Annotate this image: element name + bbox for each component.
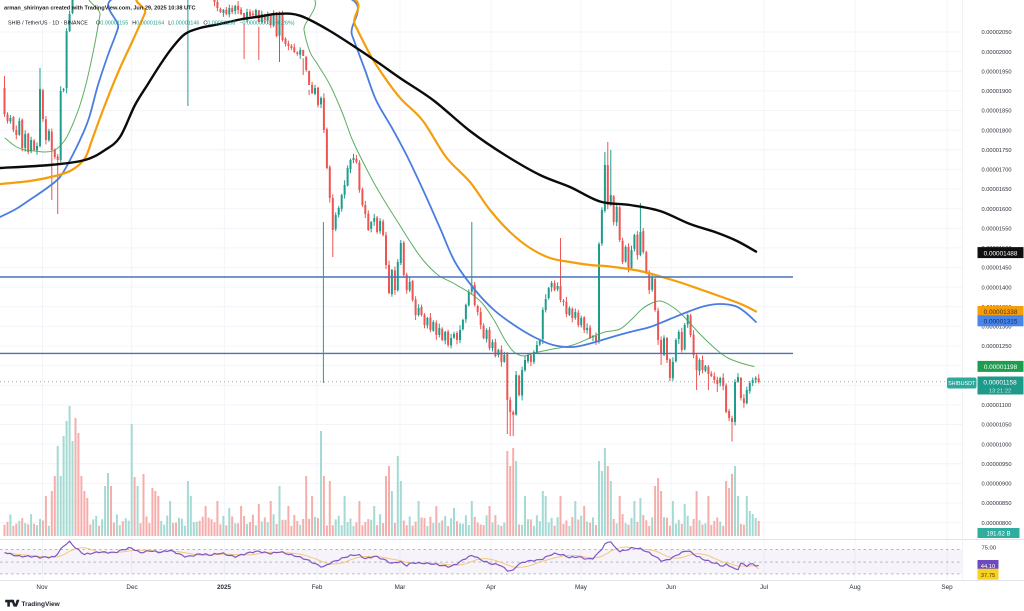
svg-text:191.62 B: 191.62 B [986,532,1010,538]
svg-text:Apr: Apr [486,584,496,591]
svg-text:0.00001400: 0.00001400 [982,285,1012,291]
svg-text:0.00001850: 0.00001850 [982,109,1012,115]
svg-text:0.00001250: 0.00001250 [982,344,1012,350]
svg-text:TradingView: TradingView [22,601,61,608]
svg-text:0.00001800: 0.00001800 [982,128,1012,134]
svg-text:0.00001315: 0.00001315 [984,319,1018,326]
svg-text:0.00001100: 0.00001100 [982,403,1012,409]
svg-text:Mar: Mar [395,584,406,591]
svg-text:0.00001900: 0.00001900 [982,89,1012,95]
svg-text:Dec: Dec [126,584,137,591]
svg-text:0.00001700: 0.00001700 [982,168,1012,174]
svg-text:0.00001450: 0.00001450 [982,266,1012,272]
svg-text:Aug: Aug [849,584,861,591]
svg-text:0.00001650: 0.00001650 [982,187,1012,193]
svg-text:44.10: 44.10 [981,564,996,570]
svg-text:0.00001198: 0.00001198 [984,364,1018,371]
svg-text:0.00001600: 0.00001600 [982,207,1012,213]
svg-text:0.00000900: 0.00000900 [982,482,1012,488]
svg-text:0.00001950: 0.00001950 [982,70,1012,76]
svg-text:0.00001488: 0.00001488 [984,250,1018,257]
svg-text:37.75: 37.75 [981,573,996,579]
svg-text:0.00000950: 0.00000950 [982,462,1012,468]
svg-text:Nov: Nov [36,584,48,591]
svg-text:Sep: Sep [941,584,953,591]
svg-text:0.00001050: 0.00001050 [982,423,1012,429]
svg-text:Feb: Feb [312,584,323,591]
svg-text:0.00002000: 0.00002000 [982,50,1012,56]
svg-text:arman_shirinyan created with T: arman_shirinyan created with TradingView… [4,6,196,12]
svg-text:2025: 2025 [217,584,232,591]
svg-text:13:21:22: 13:21:22 [989,388,1012,394]
svg-text:0.00001550: 0.00001550 [982,226,1012,232]
svg-text:0.00001338: 0.00001338 [984,309,1018,316]
svg-text:SHIBUSDT: SHIBUSDT [948,381,976,387]
svg-text:Jul: Jul [760,584,768,591]
svg-text:Jun: Jun [666,584,677,591]
svg-text:0.00001000: 0.00001000 [982,442,1012,448]
svg-text:0.00000800: 0.00000800 [982,521,1012,527]
svg-text:0.00001158: 0.00001158 [983,380,1017,387]
svg-text:SHIB / TetherUS · 1D · BINANCE: SHIB / TetherUS · 1D · BINANCE [8,21,88,27]
svg-text:0.00001750: 0.00001750 [982,148,1012,154]
svg-text:75.00: 75.00 [982,545,997,551]
svg-text:0.00002050: 0.00002050 [982,30,1012,36]
svg-text:0.00001300: 0.00001300 [982,325,1012,331]
svg-text:0.00000850: 0.00000850 [982,501,1012,507]
svg-text:May: May [575,584,588,591]
